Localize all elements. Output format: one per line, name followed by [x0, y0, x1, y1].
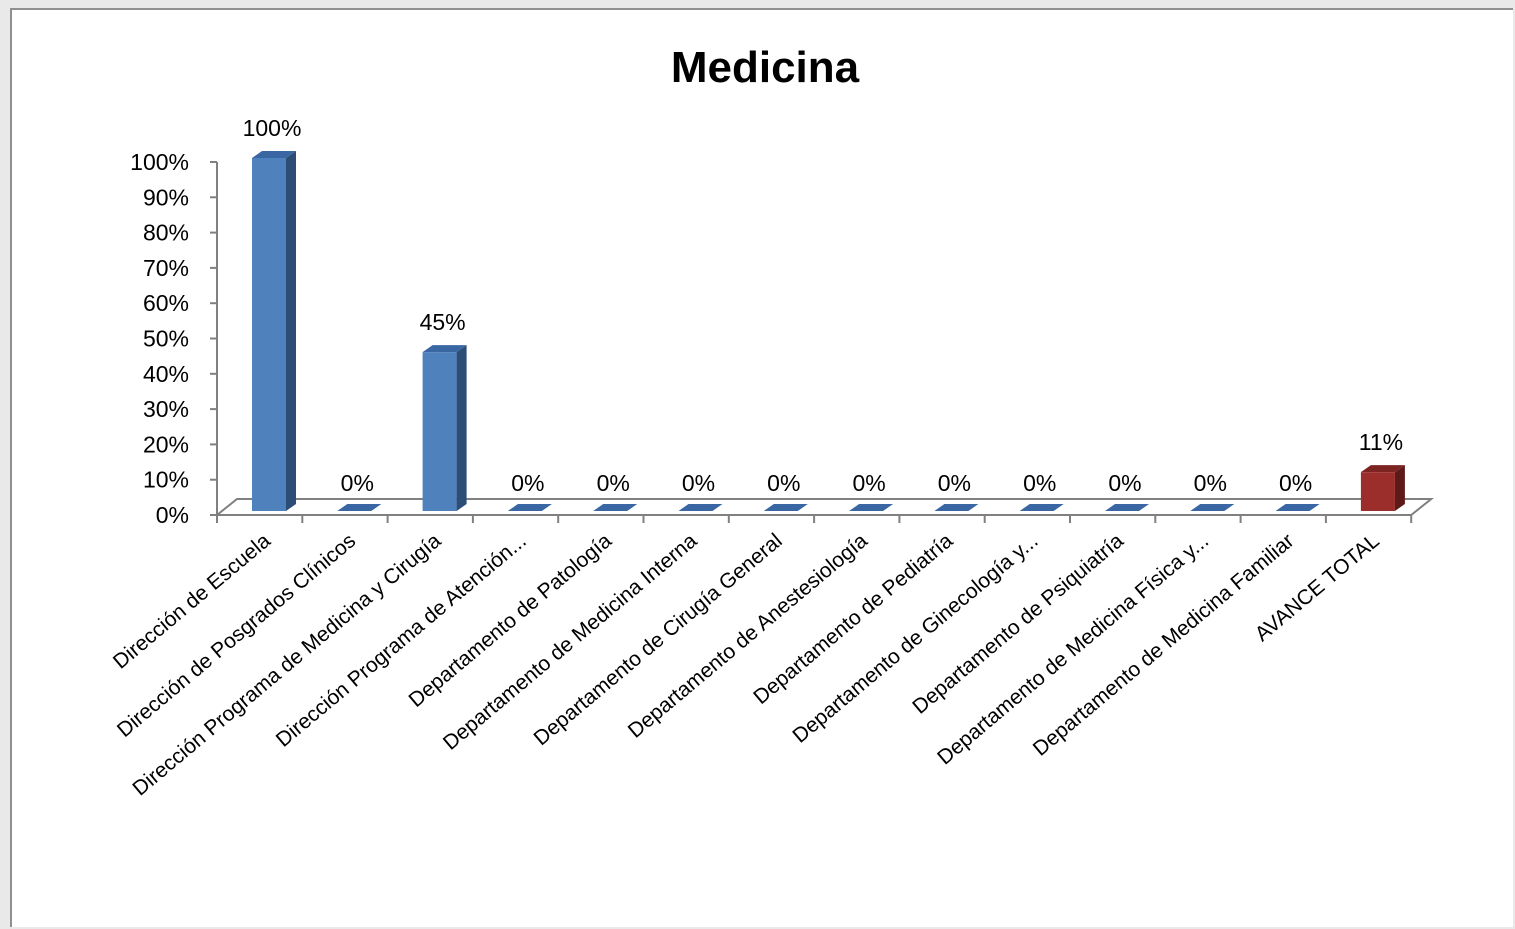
bar-10	[1105, 504, 1149, 511]
bar-face	[1360, 472, 1395, 511]
bar-top	[1360, 465, 1405, 473]
y-tick-label: 10%	[143, 467, 189, 493]
data-label: 0%	[767, 470, 800, 496]
bar-top	[507, 504, 552, 511]
bar-side	[1394, 465, 1405, 511]
bar-5	[678, 504, 723, 511]
bar-top	[593, 504, 638, 511]
data-label: 0%	[852, 470, 885, 496]
data-labels: 100% 0% 45% 0% 0% 0% 0% 0% 0% 0% 0% 0% 0% 11%	[243, 115, 1403, 496]
bar-top	[1019, 504, 1064, 511]
y-tick-label: 40%	[143, 361, 189, 387]
data-label: 0%	[682, 470, 715, 496]
y-tick-label: 60%	[143, 290, 189, 316]
bar-2	[422, 345, 467, 511]
y-tick-label: 90%	[143, 184, 189, 210]
x-tick-label: Dirección de Escuela	[109, 529, 275, 674]
bar-6	[763, 504, 808, 511]
chart-floor	[214, 498, 1435, 523]
bar-7	[849, 504, 894, 511]
bar-11	[1190, 504, 1235, 511]
bar-13	[1360, 465, 1405, 511]
bar-side	[456, 345, 467, 511]
bar-face	[422, 352, 457, 511]
chart-floor-plane	[214, 498, 1435, 516]
bar-top	[252, 151, 296, 158]
bar-12	[1275, 504, 1320, 511]
data-label: 0%	[597, 470, 630, 496]
data-label: 100%	[243, 115, 302, 141]
bar-8	[934, 504, 979, 511]
bar-face	[252, 158, 286, 511]
y-tick-label: 0%	[156, 502, 189, 528]
data-label: 0%	[938, 470, 971, 496]
data-label: 45%	[420, 309, 466, 335]
y-tick-label: 100%	[130, 149, 189, 175]
data-label: 0%	[511, 470, 544, 496]
data-label: 0%	[1108, 470, 1141, 496]
data-label: 0%	[1279, 470, 1312, 496]
bar-0	[252, 151, 296, 511]
bar-top	[422, 345, 467, 353]
y-tick-label: 70%	[143, 255, 189, 281]
y-tick-label: 30%	[143, 396, 189, 422]
y-tick-label: 20%	[143, 431, 189, 457]
data-label: 0%	[341, 470, 374, 496]
y-tick-label: 50%	[143, 326, 189, 352]
x-tick-label: Dirección Programa de Medicina y Cirugía	[128, 529, 445, 800]
bar-top	[1190, 504, 1235, 511]
bar-top	[849, 504, 894, 511]
bar-side	[286, 151, 296, 511]
bars	[252, 151, 1405, 511]
y-tick-labels: 0% 10% 20% 30% 40% 50% 60% 70% 80% 90% 100%	[130, 149, 189, 528]
data-label: 0%	[1194, 470, 1227, 496]
y-axis	[210, 161, 218, 516]
data-label: 11%	[1359, 429, 1403, 455]
bar-top	[1105, 504, 1149, 511]
bar-1	[337, 504, 382, 511]
bar-chart: Medicina 0% 10% 20% 30% 40% 50% 60% 70% 80% 90% 10…	[109, 43, 1435, 800]
chart-frame: Medicina 0% 10% 20% 30% 40% 50% 60% 70% 80% 90% 10…	[10, 8, 1513, 927]
bar-top	[678, 504, 723, 511]
bar-top	[934, 504, 979, 511]
y-tick-label: 80%	[143, 220, 189, 246]
bar-3	[507, 504, 552, 511]
bar-9	[1019, 504, 1064, 511]
bar-4	[593, 504, 638, 511]
chart-title: Medicina	[671, 43, 860, 92]
data-label: 0%	[1023, 470, 1056, 496]
bar-top	[763, 504, 808, 511]
bar-top	[337, 504, 382, 511]
bar-top	[1275, 504, 1320, 511]
